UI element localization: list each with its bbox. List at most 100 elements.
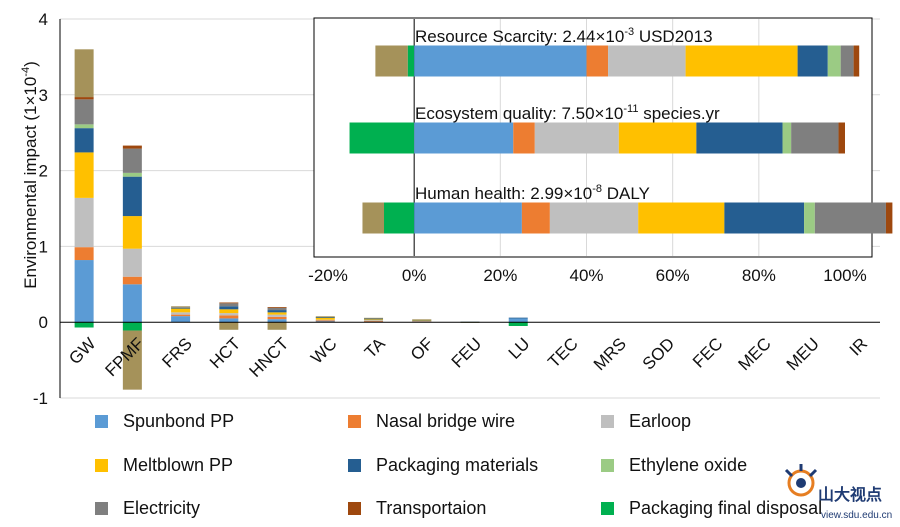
inset-row-label-unit: species.yr — [638, 104, 720, 123]
legend-label: Nasal bridge wire — [376, 411, 515, 431]
y-tick-label: 0 — [39, 313, 48, 332]
inset-x-tick-label: 80% — [742, 266, 776, 285]
bar-segment — [267, 319, 287, 323]
x-category-labels: GW FPMF FRS HCT HNCT WC TA OF FEU LU TEC MRS SOD FEC M… — [65, 334, 871, 381]
y-axis-label-end: ) — [21, 61, 40, 67]
bar-segment — [122, 284, 142, 323]
inset-row-label-text: Human health: 2.99×10 — [415, 184, 592, 203]
bar-segment — [219, 315, 239, 319]
bar-segment — [219, 302, 239, 304]
inset-bar-segment — [384, 202, 415, 234]
legend-swatch — [95, 459, 108, 472]
bar-segment — [267, 310, 287, 313]
legend-label: Meltblown PP — [123, 455, 233, 475]
x-category-label: OF — [407, 334, 437, 364]
inset-bar-segment — [608, 45, 686, 77]
bar-segment — [122, 276, 142, 285]
x-category-label: IR — [846, 334, 871, 359]
inset-bar-segment — [638, 202, 725, 234]
bar-segment — [267, 314, 287, 317]
y-tick-label: 3 — [39, 86, 48, 105]
inset-bar-segment — [618, 122, 697, 154]
bar-segment — [171, 306, 191, 308]
inset-row-label-unit: DALY — [602, 184, 650, 203]
bar-segment — [364, 317, 384, 319]
inset-bar-segment — [804, 202, 815, 234]
inset-row-label-exp: -8 — [592, 183, 602, 195]
legend-swatch — [348, 459, 361, 472]
bar-segment — [122, 176, 142, 217]
legend-swatch — [601, 502, 614, 515]
bar-segment — [219, 309, 239, 314]
bar-segment — [219, 306, 239, 310]
main-axes — [59, 19, 880, 398]
inset-row-label-exp: -3 — [624, 26, 634, 38]
bar-segment — [219, 318, 239, 323]
bar-segment — [364, 319, 384, 321]
x-category-label: TA — [361, 334, 389, 362]
watermark-text: 山大视点 — [818, 485, 882, 504]
x-category-label: GW — [65, 334, 99, 368]
bar-segment — [267, 312, 287, 315]
bar-segment — [364, 320, 384, 322]
x-category-label: MEU — [783, 334, 823, 374]
inset-row-label-text: Resource Scarcity: 2.44×10 — [415, 27, 624, 46]
legend-swatch — [95, 415, 108, 428]
inset-bar-segment — [586, 45, 609, 77]
bar-segment — [74, 124, 94, 129]
bar-segment — [315, 317, 335, 318]
bar-segment — [122, 216, 142, 249]
inset-row-label-exp: -11 — [623, 103, 638, 115]
bar-segment — [122, 322, 142, 331]
bar-segment — [267, 316, 287, 320]
bar-segment — [315, 317, 335, 320]
bar-segment — [508, 322, 528, 326]
inset-bar-segment — [685, 45, 798, 77]
bar-segment — [315, 319, 335, 321]
x-category-label: SOD — [639, 334, 678, 373]
bar-segment — [171, 308, 191, 313]
bar-segment — [74, 247, 94, 261]
inset-row-label: Human health: 2.99×10-8 DALY — [415, 183, 650, 203]
y-tick-label: 4 — [39, 10, 48, 29]
inset-x-tick-label: 100% — [823, 266, 866, 285]
inset-bar-segment — [827, 45, 841, 77]
inset-bar-segment — [414, 122, 514, 154]
legend-swatch — [348, 415, 361, 428]
inset-row-label: Resource Scarcity: 2.44×10-3 USD2013 — [415, 26, 713, 46]
inset-x-tick-labels: -20% 0% 20% 40% 60% 80% 100% — [308, 266, 867, 285]
bar-segment — [364, 320, 384, 321]
eye-logo-icon — [784, 464, 818, 497]
inset-row-label-unit: USD2013 — [634, 27, 712, 46]
bar-segment — [412, 320, 432, 322]
legend-label: Ethylene oxide — [629, 455, 747, 475]
y-axis-label-exp: -4 — [20, 67, 32, 77]
bar-segment — [364, 318, 384, 320]
bar-segment — [122, 248, 142, 277]
inset-row-labels: Resource Scarcity: 2.44×10-3 USD2013 Ecos… — [415, 26, 720, 203]
bar-segment — [74, 97, 94, 100]
inset-bar-segment — [549, 202, 639, 234]
inset-bar-segment — [814, 202, 886, 234]
bar-segment — [171, 312, 191, 315]
legend-label: Transportaion — [376, 498, 486, 518]
bar-segment — [74, 99, 94, 125]
legend-label: Packaging materials — [376, 455, 538, 475]
inset-bar-segment — [724, 202, 805, 234]
bar-segment — [171, 307, 191, 309]
x-category-label: FEU — [448, 334, 485, 371]
y-tick-label: 2 — [39, 162, 48, 181]
inset-bar-segment — [349, 122, 415, 154]
x-category-label: HCT — [206, 334, 244, 372]
x-category-label: WC — [307, 334, 340, 367]
bar-segment — [122, 330, 142, 390]
inset-bars — [349, 45, 893, 234]
legend-label: Spunbond PP — [123, 411, 234, 431]
bar-segment — [315, 320, 335, 323]
inset-x-tick-label: 60% — [656, 266, 690, 285]
inset-bar-segment — [696, 122, 783, 154]
bar-segment — [315, 316, 335, 318]
legend-swatch — [601, 459, 614, 472]
inset-row-label: Ecosystem quality: 7.50×10-11 species.yr — [415, 103, 720, 123]
inset-x-tick-label: 20% — [483, 266, 517, 285]
